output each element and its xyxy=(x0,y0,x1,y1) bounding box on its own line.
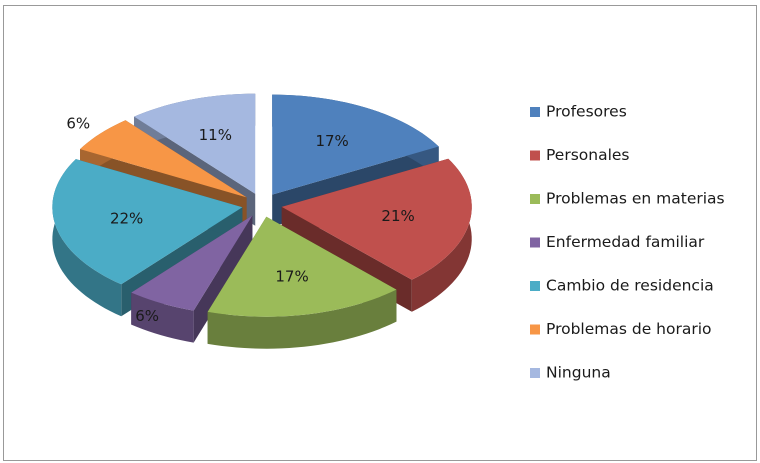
legend-swatch xyxy=(530,237,540,248)
slice-wall xyxy=(131,292,194,343)
legend-swatch xyxy=(530,194,540,204)
slice xyxy=(272,94,439,195)
legend-label: Cambio de residencia xyxy=(546,277,714,295)
slice-wall xyxy=(52,159,122,317)
slice-group xyxy=(131,215,253,343)
legend-label: Problemas de horario xyxy=(546,320,712,338)
slice-group xyxy=(207,216,397,349)
data-label: 11% xyxy=(199,126,232,144)
legend-swatch xyxy=(530,150,540,161)
legend-label: Profesores xyxy=(546,103,627,121)
data-label: 17% xyxy=(315,132,348,150)
data-label: 21% xyxy=(381,207,414,225)
legend-label: Enfermedad familiar xyxy=(546,233,705,251)
slice xyxy=(281,158,472,280)
slice xyxy=(207,216,397,317)
data-label: 6% xyxy=(135,307,159,325)
legend-swatch xyxy=(530,324,540,335)
data-label: 22% xyxy=(110,209,143,227)
slice xyxy=(80,120,247,198)
legend-label: Personales xyxy=(546,146,630,164)
legend-swatch xyxy=(530,107,540,117)
legend-label: Ninguna xyxy=(546,364,611,382)
slice xyxy=(134,93,256,194)
slice xyxy=(52,159,243,285)
slice-wall xyxy=(207,289,397,349)
data-label: 17% xyxy=(275,268,308,286)
legend-label: Problemas en materias xyxy=(546,190,725,208)
legend-swatch xyxy=(530,281,540,291)
legend-swatch xyxy=(530,368,540,378)
slice xyxy=(131,215,253,311)
data-label: 6% xyxy=(66,115,90,133)
